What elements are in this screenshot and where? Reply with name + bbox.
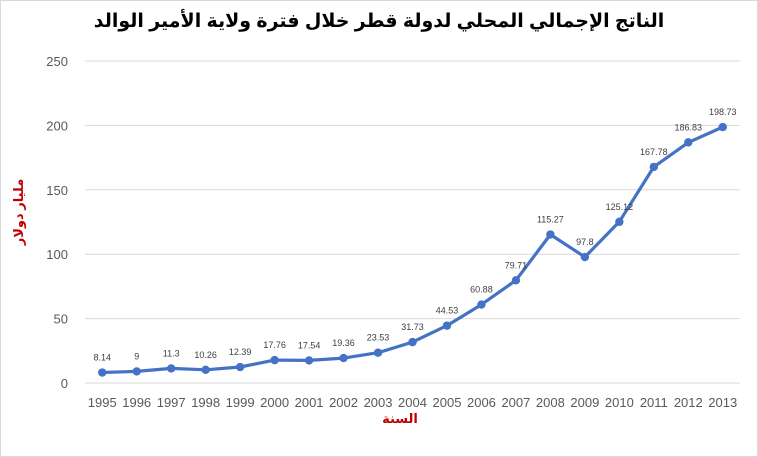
data-label: 12.39 [229,347,252,357]
data-label: 44.53 [436,306,459,316]
y-tick-label: 200 [46,118,68,133]
data-label: 31.73 [401,322,424,332]
x-tick-label: 1996 [122,395,151,410]
data-point [270,355,279,365]
y-tick-label: 50 [54,312,68,327]
x-tick-label: 2009 [570,395,599,410]
x-tick-label: 2002 [329,395,358,410]
x-tick-label: 1995 [88,395,117,410]
data-point [684,138,693,147]
x-tick-label: 2005 [433,395,462,410]
data-point [580,252,590,262]
x-tick-label: 2008 [536,395,565,410]
y-tick-label: 100 [46,247,68,262]
x-axis-title: السنة [382,411,418,426]
data-point [442,321,452,330]
x-tick-label: 2011 [640,395,668,410]
series-line [100,125,725,375]
data-label: 167.78 [640,147,668,157]
y-tick-label: 0 [61,376,68,391]
data-point [615,217,624,227]
data-point [339,353,348,363]
y-tick-label: 250 [46,54,68,69]
data-point [166,364,176,373]
data-point [373,348,383,357]
x-tick-label: 1999 [226,395,255,410]
data-label: 97.8 [576,237,594,247]
data-label: 198.73 [709,107,737,117]
x-tick-label: 2010 [605,395,634,410]
data-point [718,122,727,132]
data-label: 8.14 [93,353,111,363]
data-point [546,230,555,239]
data-point [201,365,210,374]
data-label: 115.27 [537,215,564,225]
x-tick-label: 2006 [467,395,496,410]
data-point [477,300,486,309]
data-label: 10.26 [194,350,217,360]
data-point [132,367,141,376]
x-tick-label: 1998 [191,395,220,410]
x-tick-label: 2001 [295,395,324,410]
data-label: 11.3 [163,348,180,358]
x-tick-label: 2007 [501,395,530,410]
data-label: 19.36 [332,338,355,348]
data-label: 125.12 [606,202,634,212]
x-tick-label: 2000 [260,395,289,410]
data-label: 186.83 [675,122,703,132]
data-label: 79.71 [505,260,528,270]
data-label: 17.76 [263,340,286,350]
data-label: 17.54 [298,340,321,350]
y-axis-title: مليار دولار [11,178,26,246]
y-tick-label: 150 [46,183,68,198]
x-tick-label: 2012 [674,395,703,410]
data-label: 23.53 [367,333,390,343]
data-point [511,276,521,285]
data-point [235,362,245,372]
x-tick-label: 2004 [398,395,427,410]
x-tick-label: 1997 [157,395,186,410]
chart-title: الناتج الإجمالي المحلي لدولة قطر خلال فت… [93,11,665,32]
x-tick-label: 2003 [364,395,393,410]
data-point [649,162,659,172]
data-point [304,356,314,365]
data-label: 9 [134,351,139,361]
data-label: 60.88 [470,285,493,295]
data-point [98,368,107,377]
data-point [408,337,417,347]
x-tick-label: 2013 [708,395,737,410]
